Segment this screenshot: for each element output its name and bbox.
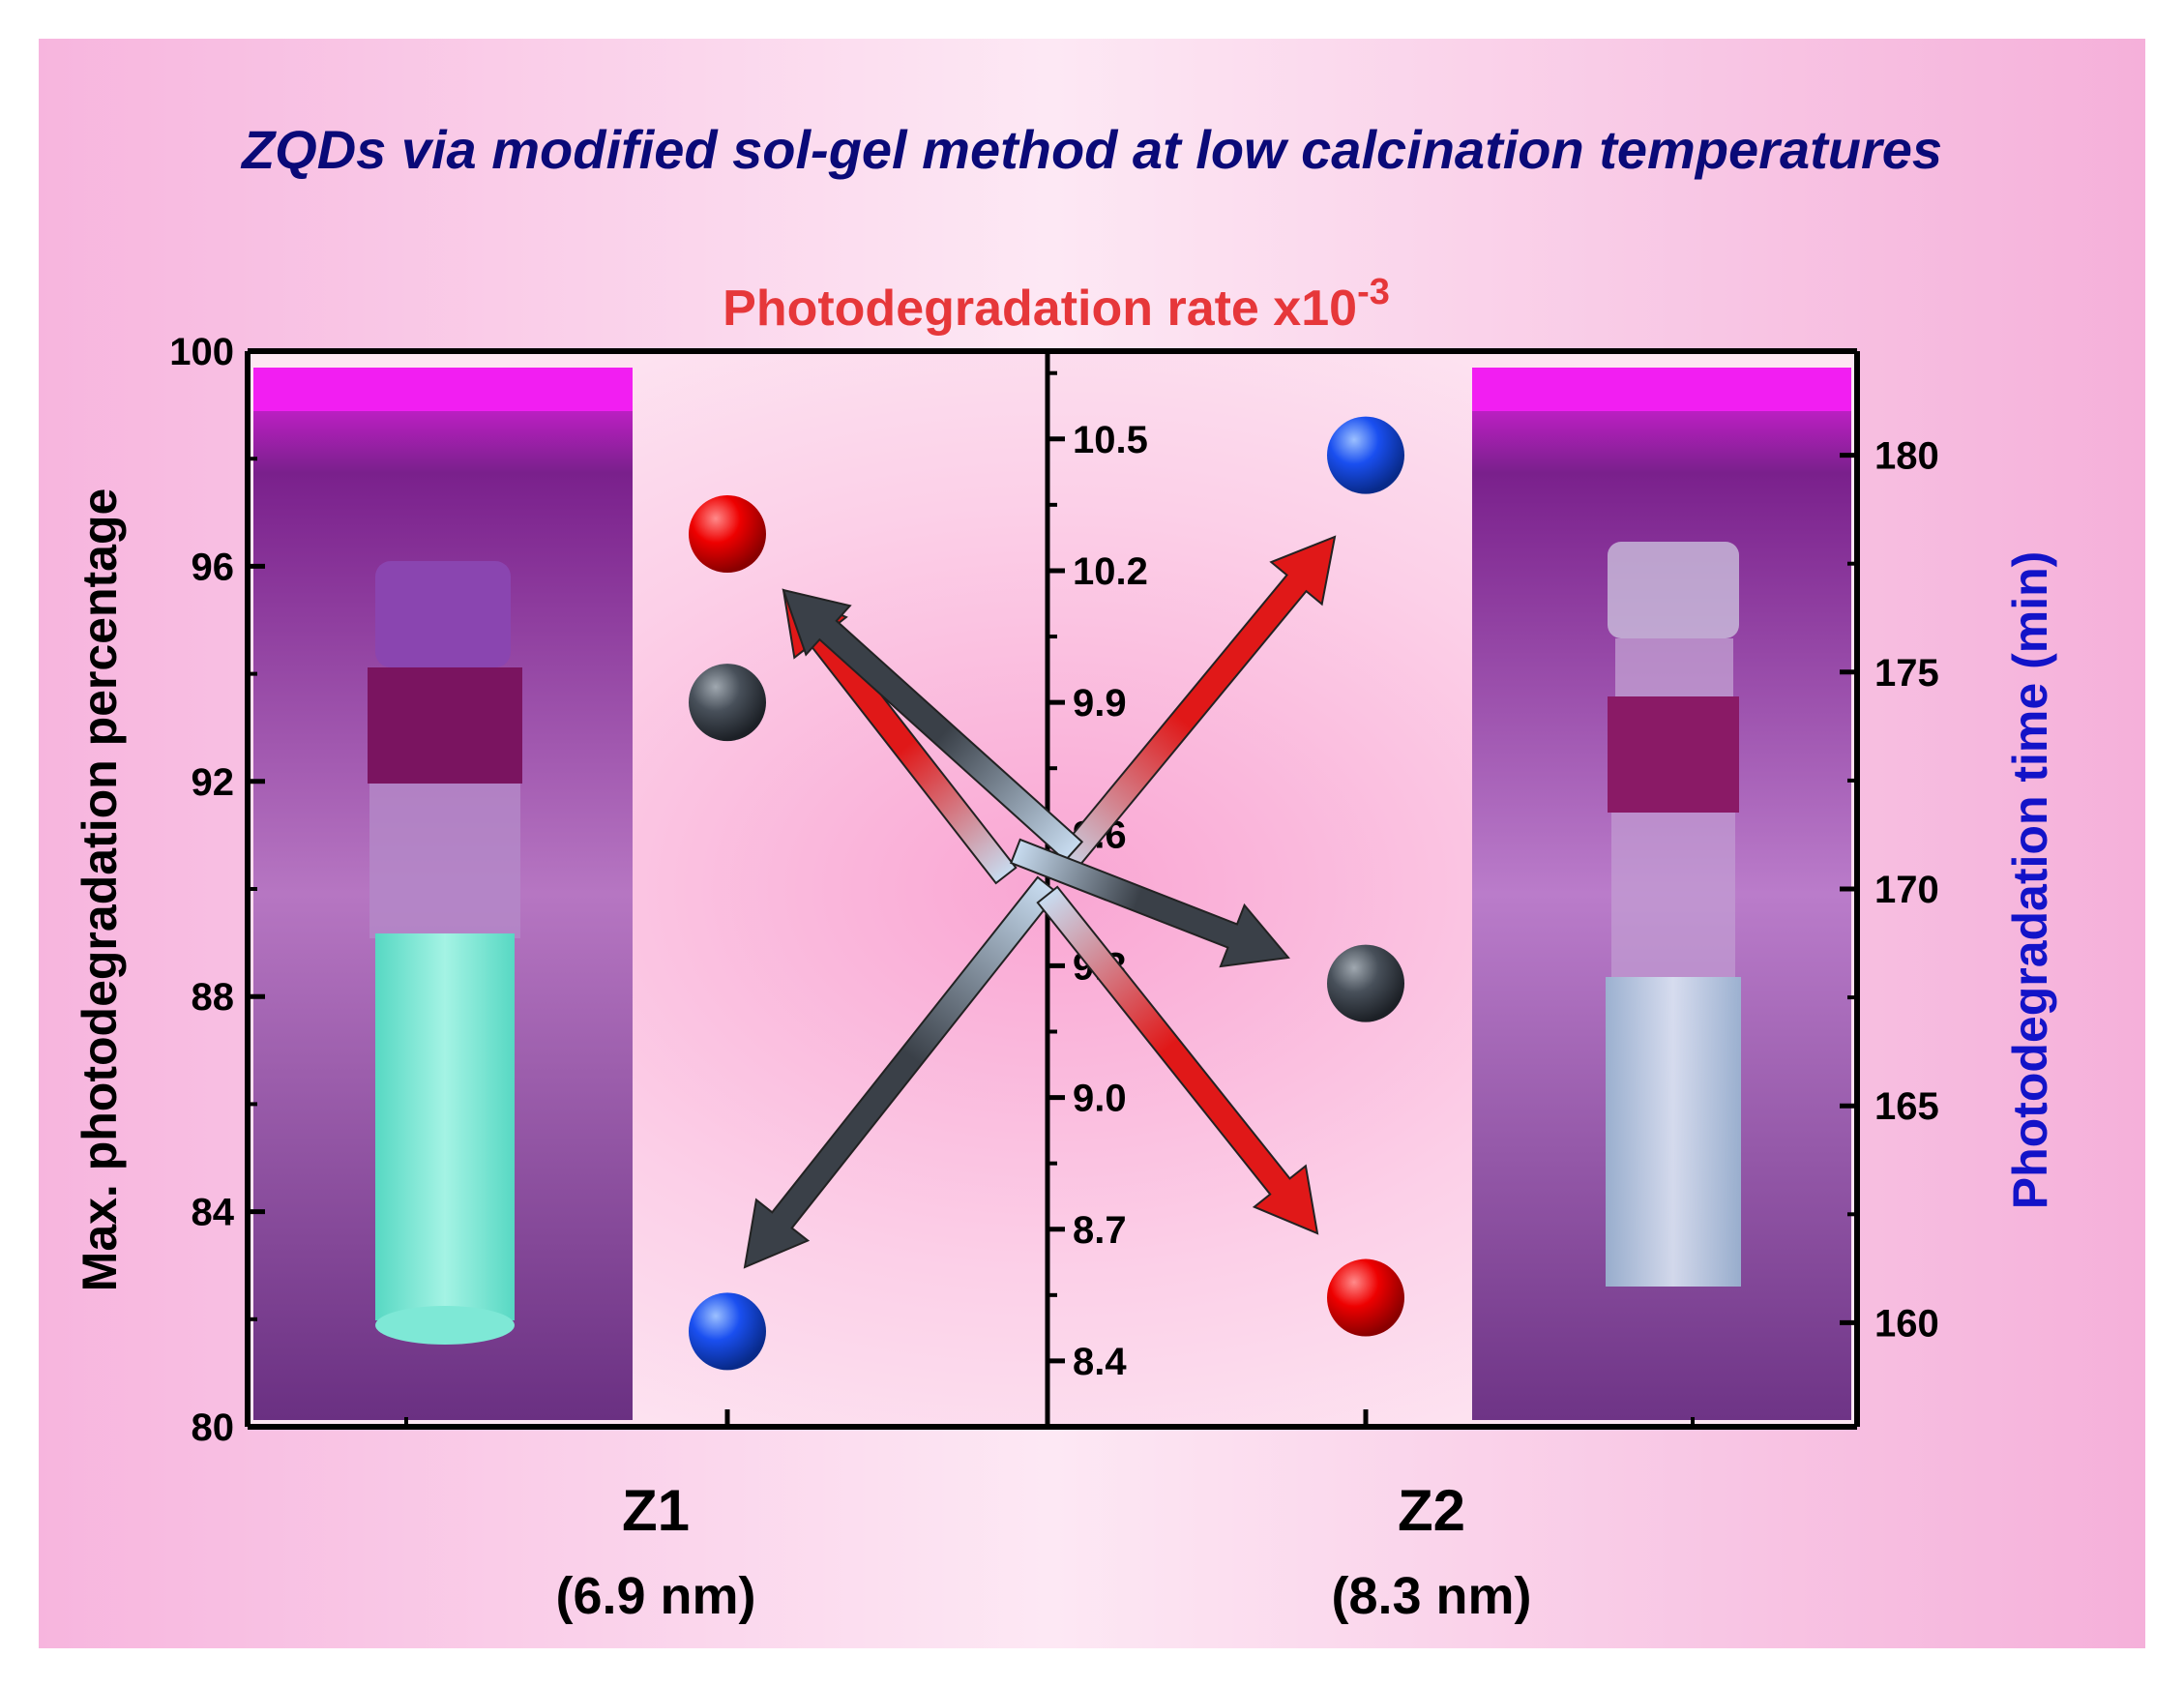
right-tick-label: 160 bbox=[1874, 1302, 1939, 1345]
data-point-left-2 bbox=[1327, 1258, 1404, 1337]
middle-tick-label: 10.5 bbox=[1073, 419, 1148, 461]
left-axis-label: Max. photodegradation percentage bbox=[73, 488, 127, 1292]
red-arrow bbox=[1048, 535, 1337, 880]
category-label-z2: Z2 bbox=[1398, 1478, 1465, 1543]
left-tick-label: 84 bbox=[192, 1192, 235, 1234]
middle-tick-label: 9.0 bbox=[1073, 1078, 1127, 1120]
dark-arrow bbox=[1010, 838, 1290, 968]
left-tick-label: 96 bbox=[192, 546, 235, 588]
data-point-right-2 bbox=[1327, 416, 1404, 494]
axis-labels: Photodegradation rate x10-3 Max. photode… bbox=[73, 272, 2057, 1625]
middle-tick-label: 8.7 bbox=[1073, 1209, 1127, 1252]
top-axis-label: Photodegradation rate x10-3 bbox=[723, 272, 1390, 337]
photo-z1 bbox=[253, 368, 633, 1420]
right-tick-label: 165 bbox=[1874, 1085, 1939, 1128]
left-tick-label: 100 bbox=[169, 331, 234, 373]
right-axis-label: Photodegradation time (min) bbox=[2003, 551, 2057, 1210]
category-label-z1: Z1 bbox=[622, 1478, 690, 1543]
middle-tick-label: 10.2 bbox=[1073, 550, 1148, 593]
left-tick-label: 88 bbox=[192, 976, 235, 1019]
category-sublabel-z1: (6.9 nm) bbox=[555, 1567, 755, 1625]
left-tick-label: 80 bbox=[192, 1406, 235, 1449]
red-arrow bbox=[1036, 885, 1319, 1235]
top-axis-label-text: Photodegradation rate x10 bbox=[723, 281, 1357, 337]
data-points bbox=[689, 416, 1404, 1371]
data-point-left-1 bbox=[689, 495, 766, 574]
category-sublabel-z2: (8.3 nm) bbox=[1331, 1567, 1531, 1625]
arrows bbox=[743, 535, 1337, 1269]
right-tick-label: 170 bbox=[1874, 869, 1939, 911]
right-tick-label: 175 bbox=[1874, 652, 1939, 695]
data-point-right-1 bbox=[689, 1292, 766, 1371]
photo-z2 bbox=[1472, 368, 1851, 1420]
left-tick-label: 92 bbox=[192, 761, 235, 804]
data-point-middle-2 bbox=[1327, 944, 1404, 1022]
middle-tick-label: 9.9 bbox=[1073, 682, 1127, 725]
dark-arrow bbox=[743, 875, 1059, 1269]
top-axis-label-exponent: -3 bbox=[1357, 272, 1390, 312]
chart-title: ZQDs via modified sol-gel method at low … bbox=[240, 119, 1942, 180]
dark-arrow bbox=[782, 588, 1084, 863]
middle-tick-label: 8.4 bbox=[1073, 1341, 1127, 1383]
right-tick-label: 180 bbox=[1874, 435, 1939, 478]
data-point-middle-1 bbox=[689, 664, 766, 742]
